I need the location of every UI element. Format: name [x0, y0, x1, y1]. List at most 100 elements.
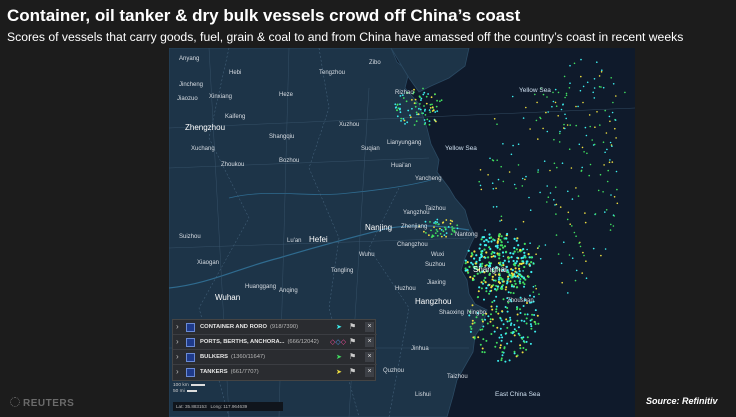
vessel-marker — [581, 146, 584, 149]
vessel-marker — [479, 328, 482, 331]
vessel-marker — [420, 97, 423, 100]
vessel-marker — [494, 288, 497, 291]
vessel-marker — [405, 100, 408, 103]
vessel-marker — [471, 319, 474, 322]
vessel-marker — [593, 78, 596, 80]
tag-icon[interactable]: ⚑ — [349, 322, 357, 331]
label-tongling: Tongling — [331, 268, 354, 274]
vessel-marker — [488, 233, 491, 236]
vessel-marker — [499, 346, 502, 349]
vessel-marker — [506, 269, 509, 272]
vessel-marker — [512, 273, 515, 276]
chevron-right-icon[interactable]: › — [176, 367, 179, 376]
vessel-marker — [500, 285, 503, 288]
scale-km: 100 km — [173, 383, 189, 388]
vessel-marker — [614, 119, 617, 121]
vessel-marker — [481, 347, 484, 350]
label-quzhou: Quzhou — [383, 368, 405, 374]
vessel-marker — [508, 171, 511, 173]
vessel-marker — [413, 91, 415, 94]
vessel-marker — [511, 269, 514, 272]
close-icon[interactable]: × — [365, 367, 374, 377]
vessel-marker — [394, 106, 397, 109]
label-zhoushan: Zhoushan — [507, 298, 534, 304]
vessel-marker — [429, 111, 432, 113]
vessel-marker — [574, 279, 577, 282]
vessel-marker — [419, 103, 421, 105]
close-icon[interactable]: × — [365, 352, 374, 362]
vessel-marker — [558, 141, 561, 143]
vessel-marker — [521, 185, 524, 187]
vessel-marker — [555, 234, 558, 236]
vessel-marker — [502, 264, 505, 267]
vessel-marker — [493, 251, 496, 254]
vessel-marker — [436, 221, 439, 224]
vessel-marker — [526, 313, 529, 316]
vessel-marker — [442, 230, 445, 233]
vessel-marker — [506, 307, 509, 309]
vessel-marker — [545, 111, 547, 114]
vessel-marker — [480, 188, 483, 191]
vessel-marker — [523, 265, 526, 269]
vessel-marker — [506, 342, 509, 345]
vessel-marker — [399, 108, 401, 111]
vessel-marker — [404, 123, 406, 125]
legend-row-ports[interactable]: › PORTS, BERTHS, ANCHORA... (666/12042) ◇… — [173, 335, 377, 350]
vessel-marker — [555, 213, 557, 215]
vessel-marker — [549, 192, 552, 194]
vessel-marker — [479, 263, 482, 266]
vessel-marker — [539, 191, 541, 194]
vessel-marker — [493, 239, 496, 242]
vessel-marker — [481, 318, 484, 321]
label-suzhou: Suzhou — [425, 262, 446, 268]
vessel-marker — [533, 295, 535, 298]
vessel-marker — [507, 275, 510, 278]
chart-subtitle: Scores of vessels that carry goods, fuel… — [7, 30, 684, 44]
layer-checkbox[interactable] — [186, 323, 195, 332]
vessel-marker — [529, 342, 532, 345]
vessel-marker — [419, 96, 421, 99]
vessel-marker — [444, 226, 446, 229]
vessel-arrow-icon: ➤ — [336, 369, 342, 376]
vessel-marker — [515, 187, 517, 190]
close-icon[interactable]: × — [365, 322, 374, 332]
vessel-map[interactable]: Anyang Hebi Jincheng Xinxiang Jiaozuo Ka… — [169, 48, 635, 417]
vessel-marker — [484, 276, 487, 279]
vessel-marker — [513, 237, 516, 240]
vessel-marker — [504, 288, 507, 291]
vessel-marker — [510, 300, 513, 303]
vessel-marker — [488, 246, 491, 249]
vessel-marker — [527, 275, 530, 278]
layer-checkbox[interactable] — [186, 368, 195, 377]
vessel-marker — [546, 201, 548, 203]
vessel-marker — [481, 351, 484, 353]
peninsula-area — [390, 48, 470, 93]
vessel-marker — [483, 279, 486, 282]
chevron-right-icon[interactable]: › — [176, 337, 179, 346]
vessel-marker — [516, 256, 519, 259]
layer-checkbox[interactable] — [186, 338, 195, 347]
vessel-marker — [471, 322, 474, 325]
tag-icon[interactable]: ⚑ — [349, 337, 357, 346]
close-icon[interactable]: × — [365, 337, 374, 347]
chevron-right-icon[interactable]: › — [176, 352, 179, 361]
vessel-marker — [485, 287, 488, 290]
chevron-right-icon[interactable]: › — [176, 322, 179, 331]
vessel-marker — [485, 312, 488, 315]
vessel-marker — [520, 262, 523, 265]
vessel-marker — [605, 209, 608, 211]
vessel-marker — [552, 100, 555, 103]
legend-row-bulkers[interactable]: › BULKERS (1360/11647) ➤ ⚑ × — [173, 350, 377, 365]
layer-checkbox[interactable] — [186, 353, 195, 362]
legend-row-container[interactable]: › CONTAINER AND RORO (918/7390) ➤ ⚑ × — [173, 320, 377, 335]
vessel-marker — [534, 330, 537, 333]
legend-row-tankers[interactable]: › TANKERS (661/7707) ➤ ⚑ × — [173, 365, 377, 380]
vessel-marker — [496, 244, 499, 247]
vessel-marker — [501, 336, 504, 339]
vessel-marker — [529, 209, 532, 211]
vessel-marker — [525, 322, 528, 325]
vessel-marker — [509, 316, 512, 319]
vessel-marker — [615, 137, 617, 139]
tag-icon[interactable]: ⚑ — [349, 367, 357, 376]
tag-icon[interactable]: ⚑ — [349, 352, 357, 361]
